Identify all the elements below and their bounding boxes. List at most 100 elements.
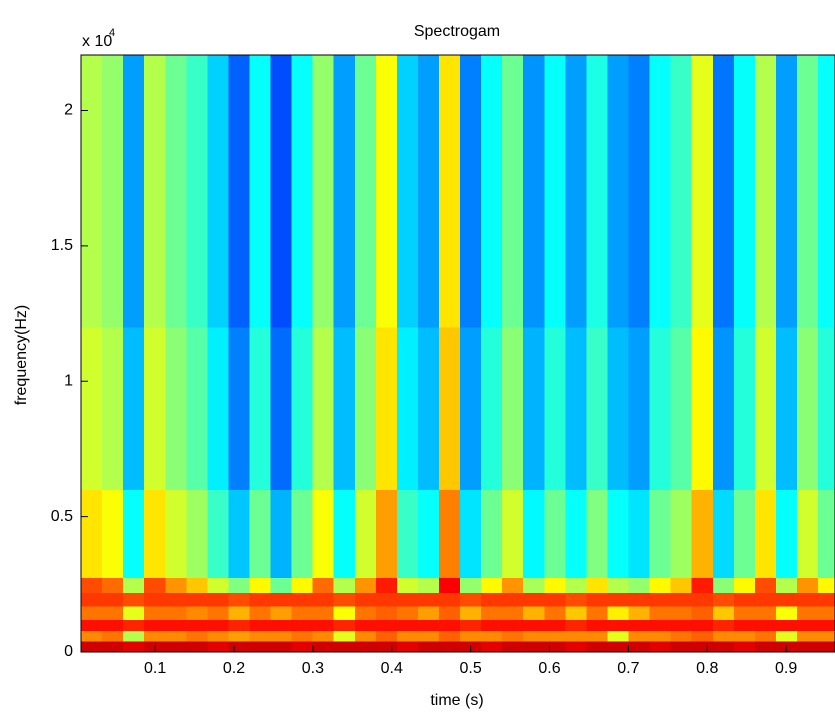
- cell: [649, 55, 672, 328]
- cell: [228, 55, 250, 328]
- cell: [354, 592, 377, 607]
- cell: [333, 55, 356, 328]
- cell: [102, 630, 124, 642]
- cell: [481, 489, 503, 579]
- cell: [649, 630, 672, 642]
- cell: [565, 605, 587, 621]
- x-tick-label: 0.7: [617, 660, 639, 677]
- cell: [291, 630, 314, 642]
- cell: [270, 630, 292, 642]
- cell: [754, 55, 777, 328]
- cell: [207, 577, 229, 593]
- cell: [291, 577, 314, 593]
- cell: [354, 489, 377, 579]
- cell: [249, 630, 271, 642]
- cell: [628, 619, 650, 631]
- cell: [291, 619, 314, 631]
- cell: [186, 489, 208, 579]
- cell: [102, 489, 124, 579]
- cell: [249, 489, 271, 579]
- cell: [123, 592, 145, 607]
- cell: [102, 605, 124, 621]
- cell: [270, 619, 292, 631]
- cell: [228, 592, 250, 607]
- cell: [460, 619, 482, 631]
- cell: [712, 327, 735, 491]
- cell: [754, 641, 777, 653]
- cell: [270, 605, 292, 621]
- cell: [439, 327, 461, 491]
- y-scale-exponent: 4: [109, 27, 115, 39]
- cell: [754, 489, 777, 579]
- cell: [102, 619, 124, 631]
- cell: [417, 605, 440, 621]
- cell: [754, 577, 777, 593]
- cell: [818, 619, 835, 631]
- cell: [502, 605, 524, 621]
- cell: [670, 592, 693, 607]
- cell: [460, 55, 482, 328]
- cell: [333, 619, 356, 631]
- cell: [649, 641, 672, 653]
- cell: [270, 577, 292, 593]
- cell: [333, 605, 356, 621]
- cell: [544, 577, 566, 593]
- cell: [165, 577, 187, 593]
- cell: [607, 630, 629, 642]
- cell: [502, 641, 524, 653]
- cell: [607, 577, 629, 593]
- cell: [733, 641, 756, 653]
- cell: [396, 605, 419, 621]
- cell: [733, 605, 756, 621]
- cell: [775, 55, 798, 328]
- cell: [144, 605, 166, 621]
- cell: [165, 55, 187, 328]
- cell: [144, 630, 166, 642]
- cell: [123, 605, 145, 621]
- cell: [481, 630, 503, 642]
- cell: [754, 327, 777, 491]
- cell: [481, 577, 503, 593]
- cell: [818, 605, 835, 621]
- cell: [144, 619, 166, 631]
- cell: [249, 327, 271, 491]
- cell: [439, 605, 461, 621]
- cell: [291, 55, 314, 328]
- cell: [312, 605, 335, 621]
- cell: [607, 592, 629, 607]
- cell: [502, 577, 524, 593]
- cell: [186, 592, 208, 607]
- cell: [375, 630, 398, 642]
- cell: [607, 327, 629, 491]
- cell: [249, 55, 271, 328]
- cell: [123, 641, 145, 653]
- cell: [818, 641, 835, 653]
- cell: [123, 489, 145, 579]
- cell: [144, 55, 166, 328]
- cell: [439, 577, 461, 593]
- cell: [249, 592, 271, 607]
- cell: [396, 592, 419, 607]
- cell: [586, 641, 608, 653]
- cell: [481, 592, 503, 607]
- cell: [481, 327, 503, 491]
- cell: [439, 489, 461, 579]
- cell: [733, 630, 756, 642]
- cell: [270, 641, 292, 653]
- cell: [375, 605, 398, 621]
- cell: [607, 55, 629, 328]
- cell: [649, 577, 672, 593]
- cell: [649, 592, 672, 607]
- cell: [396, 489, 419, 579]
- cell: [586, 327, 608, 491]
- cell: [396, 577, 419, 593]
- cell: [670, 55, 693, 328]
- cell: [144, 489, 166, 579]
- x-tick-label: 0.2: [223, 660, 245, 677]
- cell: [354, 55, 377, 328]
- cell: [249, 577, 271, 593]
- cell: [439, 630, 461, 642]
- cell: [523, 630, 545, 642]
